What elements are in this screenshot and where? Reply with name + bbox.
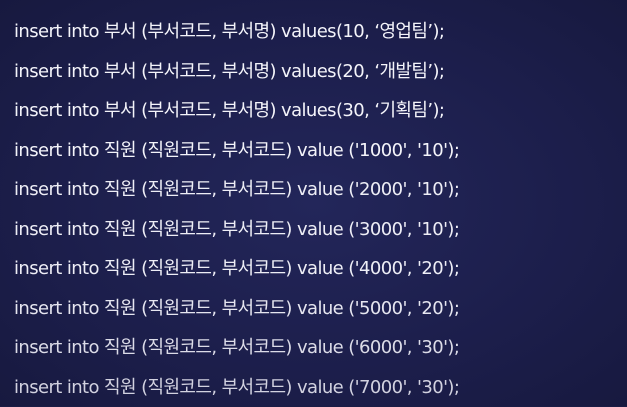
sql-statement-line: insert into 부서 (부서코드, 부서명) values(30, ‘기…	[14, 91, 624, 131]
sql-statement-line: insert into 직원 (직원코드, 부서코드) value ('2000…	[14, 170, 624, 210]
sql-statement-line: insert into 직원 (직원코드, 부서코드) value ('5000…	[14, 289, 624, 329]
sql-statement-line: insert into 직원 (직원코드, 부서코드) value ('6000…	[14, 328, 624, 368]
sql-code-block: insert into 부서 (부서코드, 부서명) values(10, ‘영…	[14, 12, 624, 407]
sql-statement-line: insert into 직원 (직원코드, 부서코드) value ('3000…	[14, 210, 624, 250]
sql-statement-line: insert into 부서 (부서코드, 부서명) values(10, ‘영…	[14, 12, 624, 52]
sql-statement-line: insert into 부서 (부서코드, 부서명) values(20, ‘개…	[14, 52, 624, 92]
sql-statement-line: insert into 직원 (직원코드, 부서코드) value ('4000…	[14, 249, 624, 289]
sql-statement-line: insert into 직원 (직원코드, 부서코드) value ('1000…	[14, 131, 624, 171]
sql-statement-line: insert into 직원 (직원코드, 부서코드) value ('7000…	[14, 368, 624, 407]
